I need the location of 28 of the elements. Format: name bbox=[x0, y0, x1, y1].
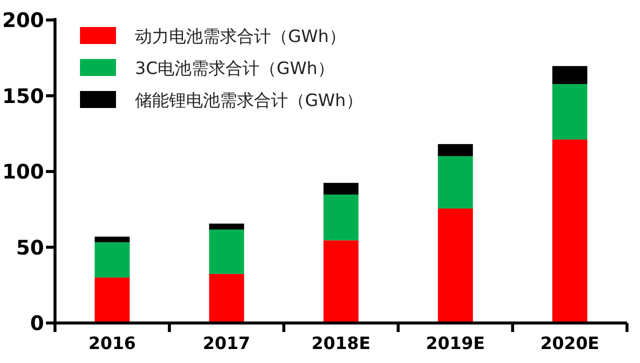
y-tick-label: 0 bbox=[30, 311, 44, 335]
bar bbox=[552, 140, 588, 323]
bar bbox=[438, 144, 473, 156]
bar bbox=[552, 84, 588, 140]
x-tick-label: 2020E bbox=[540, 334, 600, 354]
x-tick-label: 2019E bbox=[426, 334, 485, 354]
bar bbox=[94, 278, 130, 323]
bar bbox=[94, 242, 130, 278]
bar bbox=[438, 156, 473, 208]
bar bbox=[324, 182, 358, 195]
x-tick-label: 2016 bbox=[88, 334, 136, 354]
x-tick-label: 2017 bbox=[202, 334, 250, 354]
legend-label: 储能锂电池需求合计（GWh） bbox=[135, 91, 363, 111]
bar bbox=[209, 230, 244, 274]
y-tick-label: 200 bbox=[2, 8, 44, 32]
bar bbox=[324, 240, 358, 323]
y-tick-label: 50 bbox=[16, 235, 44, 260]
bar bbox=[94, 236, 130, 242]
y-tick-label: 150 bbox=[2, 84, 44, 108]
bar bbox=[438, 208, 473, 323]
y-tick-label: 100 bbox=[2, 160, 44, 184]
legend-label: 动力电池需求合计（GWh） bbox=[135, 27, 346, 47]
x-tick-label: 2018E bbox=[312, 334, 370, 354]
bar bbox=[209, 224, 244, 230]
legend-label: 3C电池需求合计（GWh） bbox=[135, 59, 334, 79]
bar bbox=[324, 194, 358, 240]
bar bbox=[209, 274, 244, 323]
bar bbox=[552, 66, 588, 84]
